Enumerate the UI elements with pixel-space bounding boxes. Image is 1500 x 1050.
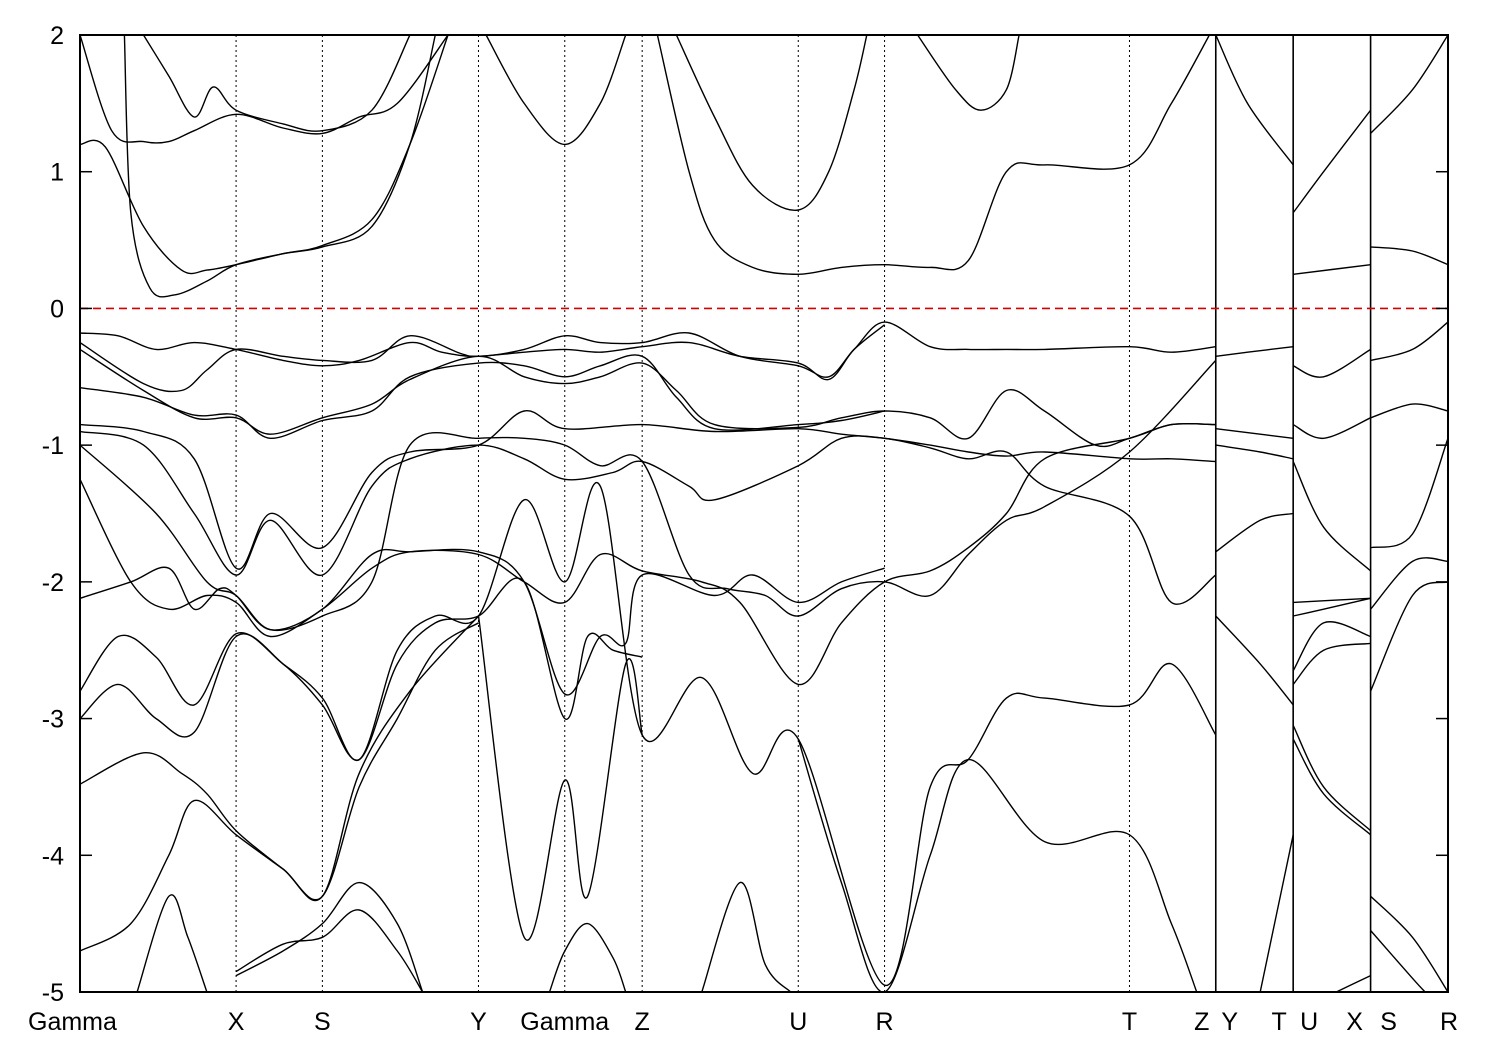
band-line-29: [477, 615, 643, 941]
band-line-54: [1370, 895, 1448, 992]
band-line-3: [123, 35, 436, 298]
x-kpoint-label: S: [314, 1008, 331, 1036]
x-kpoint-label: Y: [470, 1008, 487, 1036]
band-line-9: [1292, 109, 1372, 214]
x-kpoint-label: U: [1300, 1008, 1318, 1036]
band-line-42: [1293, 597, 1371, 604]
band-line-33: [1215, 615, 1294, 706]
plot-frame: [79, 34, 1449, 993]
band-line-25: [80, 615, 480, 952]
band-line-43: [1293, 597, 1371, 617]
band-line-7: [917, 35, 1020, 111]
x-kpoint-label: R: [876, 1008, 894, 1036]
band-line-14: [80, 324, 886, 393]
band-line-22: [80, 482, 1217, 986]
kpoint-gridlines: [235, 35, 1372, 992]
band-line-55: [1370, 930, 1426, 992]
x-kpoint-label: S: [1380, 1008, 1397, 1036]
x-kpoint-label: Gamma: [520, 1008, 609, 1036]
x-kpoint-label: Z: [1194, 1008, 1209, 1036]
band-line-19: [80, 359, 1217, 632]
band-line-39: [1292, 348, 1371, 378]
band-line-34: [1215, 512, 1294, 553]
band-line-6: [675, 35, 868, 211]
x-kpoint-label: T: [1272, 1008, 1287, 1036]
y-tick-label: 2: [50, 22, 64, 50]
band-line-18: [80, 430, 1217, 605]
band-line-10: [1293, 264, 1371, 275]
band-line-41: [1292, 461, 1372, 572]
band-line-50: [1370, 403, 1448, 419]
band-line-35: [1215, 444, 1294, 460]
band-line-46: [1292, 725, 1372, 832]
y-tick-label: 1: [50, 159, 64, 187]
band-line-47: [1292, 738, 1372, 836]
band-line-49: [1370, 321, 1448, 362]
band-line-2: [142, 35, 411, 132]
y-tick-label: -4: [42, 842, 64, 870]
y-tick-label: 0: [50, 295, 64, 323]
x-axis-kpoint-labels: Gamma X S Y Gamma Z U R T Z Y T U X S R: [28, 1008, 1458, 1036]
x-kpoint-label: Gamma: [28, 1008, 117, 1036]
band-line-27: [235, 881, 424, 992]
band-line-11: [1370, 35, 1448, 134]
band-line-51: [1370, 438, 1448, 549]
y-tick-label: -2: [42, 569, 64, 597]
x-kpoint-label: X: [228, 1008, 245, 1036]
band-line-40: [1292, 417, 1371, 440]
band-line-53: [1369, 581, 1448, 692]
band-line-45: [1292, 642, 1371, 685]
band-line-13: [80, 321, 1216, 378]
band-line-44: [1292, 621, 1371, 672]
band-line-24: [80, 622, 479, 901]
band-line-30: [548, 922, 627, 992]
y-tick-label: -5: [42, 979, 64, 1007]
band-line-0: [80, 35, 449, 275]
x-kpoint-label: R: [1440, 1008, 1458, 1036]
band-line-23: [80, 577, 643, 761]
band-line-31: [701, 881, 792, 992]
band-line-38: [1259, 834, 1294, 992]
band-line-36: [1215, 346, 1294, 357]
y-tick-label: -1: [42, 432, 64, 460]
band-line-1: [80, 35, 449, 144]
x-kpoint-label: U: [789, 1008, 807, 1036]
band-line-28: [235, 909, 424, 992]
x-kpoint-label: Y: [1221, 1008, 1238, 1036]
x-kpoint-label: Z: [635, 1008, 650, 1036]
band-lines: [80, 35, 1448, 992]
x-kpoint-label: T: [1122, 1008, 1137, 1036]
band-line-4: [485, 35, 627, 146]
band-line-26: [136, 894, 208, 992]
x-kpoint-label: X: [1346, 1008, 1363, 1036]
band-line-15: [80, 348, 1216, 448]
band-line-21: [80, 548, 885, 696]
band-line-8: [1215, 35, 1294, 166]
band-line-17: [80, 410, 1216, 570]
band-line-20: [80, 422, 1216, 686]
band-line-48: [1336, 974, 1371, 992]
y-tick-label: -3: [42, 706, 64, 734]
band-line-5: [656, 35, 1211, 275]
band-line-32: [797, 738, 1198, 992]
band-line-12: [1370, 246, 1448, 266]
y-axis-ticks: 2 1 0 -1 -2 -3 -4 -5: [42, 22, 1448, 1007]
band-line-16: [80, 354, 885, 440]
band-line-52: [1370, 557, 1448, 610]
band-line-37: [1215, 428, 1294, 439]
